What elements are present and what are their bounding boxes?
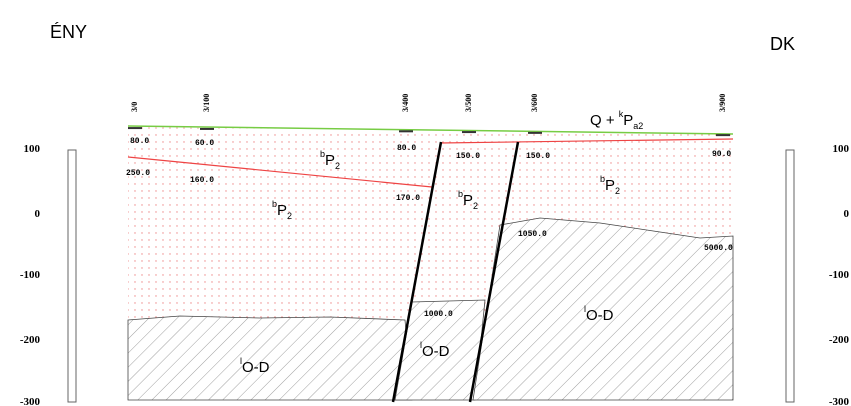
well-label: 3/0 xyxy=(130,102,139,112)
unit-sub: 2 xyxy=(473,201,478,211)
unit-label: Q + kPa2 xyxy=(590,109,643,131)
depth-label: 90.0 xyxy=(712,150,731,159)
unit-main: O-D xyxy=(422,343,450,360)
scale-label: -300 xyxy=(829,396,850,406)
scale-label: -200 xyxy=(20,334,41,346)
well-label: 3/600 xyxy=(530,94,539,112)
unit-label: lO-D xyxy=(420,340,450,360)
unit-main: O-D xyxy=(586,307,614,324)
scale-label: 0 xyxy=(844,208,850,220)
depth-label: 80.0 xyxy=(397,144,416,153)
depth-label: 5000.0 xyxy=(704,244,733,253)
unit-main: P xyxy=(605,177,615,194)
scale-label: -100 xyxy=(829,269,850,281)
well-label: 3/900 xyxy=(718,94,727,112)
well-label: 3/400 xyxy=(401,94,410,112)
basement-left xyxy=(128,316,412,400)
unit-sub: a2 xyxy=(633,121,643,131)
unit-main: P xyxy=(463,192,473,209)
unit-main: P xyxy=(325,152,335,169)
unit-main: P xyxy=(277,202,287,219)
well-label: 3/100 xyxy=(202,94,211,112)
depth-label: 60.0 xyxy=(195,139,214,148)
depth-label: 150.0 xyxy=(526,152,550,161)
well-label: 3/500 xyxy=(464,94,473,112)
direction-left: ÉNY xyxy=(50,22,87,42)
depth-label: 170.0 xyxy=(396,194,420,203)
unit-prefix: Q + xyxy=(590,112,619,129)
scale-label: -300 xyxy=(20,396,41,406)
unit-label: lO-D xyxy=(584,304,614,324)
scale-label: 0 xyxy=(35,208,41,220)
unit-main: P xyxy=(623,112,633,129)
depth-label: 1000.0 xyxy=(424,310,453,319)
depth-label: 150.0 xyxy=(456,152,480,161)
depth-label: 1050.0 xyxy=(518,230,547,239)
unit-sub: 2 xyxy=(335,161,340,171)
scale-label: -100 xyxy=(20,269,41,281)
scale-label: 100 xyxy=(24,143,41,155)
scale-bar xyxy=(786,150,794,402)
scale-bar xyxy=(68,150,76,402)
scale-label: 100 xyxy=(833,143,850,155)
depth-label: 250.0 xyxy=(126,169,150,178)
cross-section: ÉNY DK 1000-100-200-3001000-100-200-300 … xyxy=(0,0,851,406)
scale-label: -200 xyxy=(829,334,850,346)
depth-label: 160.0 xyxy=(190,176,214,185)
unit-sub: 2 xyxy=(287,211,292,221)
unit-main: O-D xyxy=(242,359,270,376)
direction-right: DK xyxy=(770,34,795,54)
unit-sub: 2 xyxy=(615,186,620,196)
unit-label: lO-D xyxy=(240,356,270,376)
depth-label: 80.0 xyxy=(130,137,149,146)
